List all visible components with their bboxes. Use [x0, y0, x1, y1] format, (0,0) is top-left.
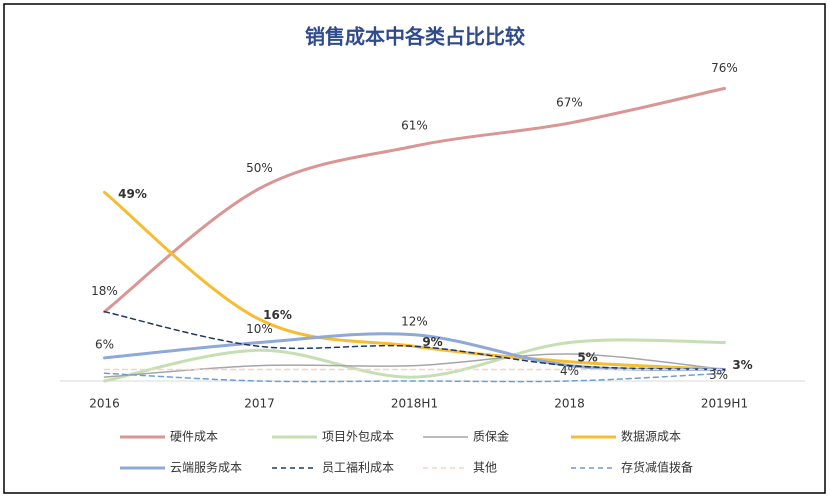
chart-title: 销售成本中各类占比比较: [305, 25, 525, 49]
legend-label: 硬件成本: [170, 430, 218, 444]
series-line: [103, 372, 726, 383]
series-line: [103, 353, 726, 378]
series-line: [103, 190, 726, 371]
data-label: 12%: [401, 314, 428, 328]
data-label: 67%: [556, 96, 583, 110]
frame: [3, 3, 826, 494]
legend-label: 云端服务成本: [170, 460, 242, 475]
data-label: 76%: [711, 61, 738, 75]
legend-label: 其他: [473, 461, 497, 475]
x-tick-label: 2018: [554, 397, 585, 411]
data-label: 10%: [246, 322, 273, 336]
data-label: 4%: [560, 364, 579, 378]
series-line: [103, 338, 726, 383]
data-label: 61%: [401, 119, 428, 133]
legend-label: 存货减值拨备: [621, 460, 693, 475]
series-line: [103, 310, 726, 371]
data-label: 49%: [118, 187, 147, 201]
data-label: 3%: [709, 368, 728, 382]
legend-label: 质保金: [473, 429, 509, 444]
legend-label: 员工福利成本: [322, 460, 394, 475]
legend-label: 数据源成本: [621, 429, 681, 444]
data-label: 18%: [91, 284, 118, 298]
data-label: 16%: [263, 308, 292, 322]
data-label: 50%: [246, 161, 273, 175]
x-tick-label: 2019H1: [701, 397, 748, 411]
series-line: [103, 86, 726, 314]
data-label: 3%: [732, 358, 752, 372]
legend-label: 项目外包成本: [322, 430, 394, 444]
data-label: 6%: [95, 337, 114, 351]
data-label: 5%: [577, 350, 597, 364]
data-label: 9%: [422, 335, 442, 349]
x-tick-label: 2018H1: [391, 397, 438, 411]
x-tick-label: 2016: [89, 397, 120, 411]
x-tick-label: 2017: [244, 397, 275, 411]
